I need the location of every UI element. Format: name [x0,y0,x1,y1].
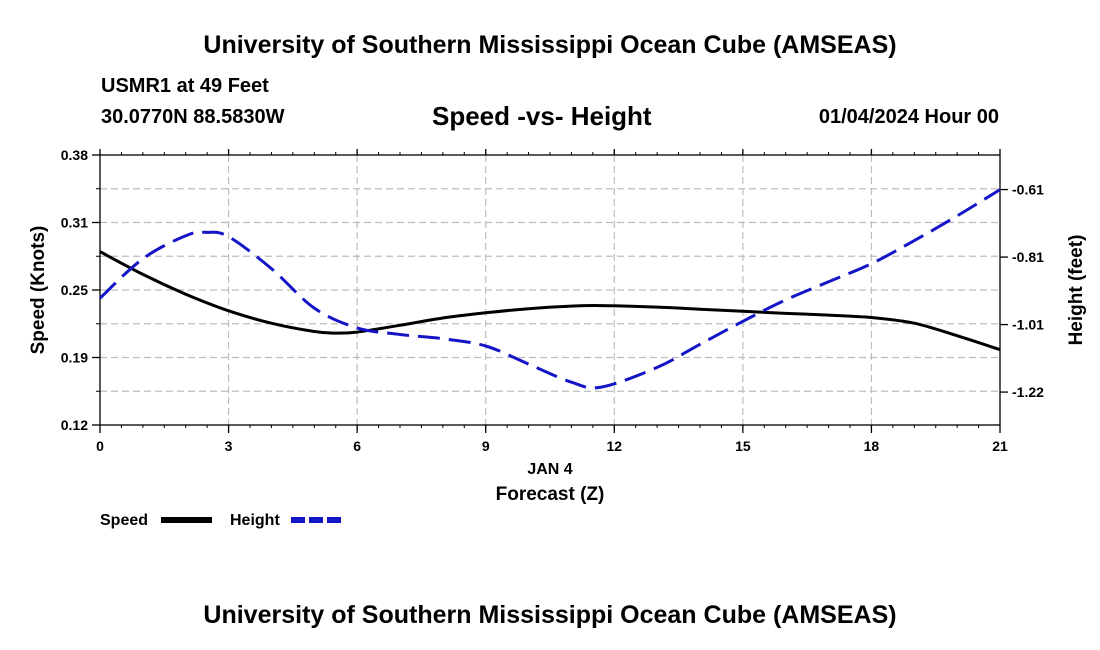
x-axis-label: Forecast (Z) [496,484,605,505]
y-right-tick-label: -0.81 [1012,249,1044,265]
forecast-date-label: 01/04/2024 Hour 00 [818,106,999,128]
y-left-axis-label: Speed (Knots) [28,226,49,355]
x-tick-label: 0 [96,438,104,454]
data-series [98,188,1001,390]
legend-label-height: Height [230,512,280,529]
y-left-tick-label: 0.38 [61,147,88,163]
axis-labels: 0 3 6 9 12 15 18 21 0.12 0.19 0.25 0.31 0.38 -1.22 -1.… [28,147,1087,505]
x-tick-label: 21 [992,438,1008,454]
series-line-speed [99,250,1001,352]
x-tick-label: 12 [606,438,622,454]
x-tick-label: 15 [735,438,751,454]
x-tick-label: 9 [482,438,490,454]
y-right-tick-label: -1.01 [1012,317,1044,333]
y-left-tick-label: 0.25 [61,282,88,298]
x-tick-label: 18 [864,438,880,454]
chart-title-bottom: University of Southern Mississippi Ocean… [203,601,897,629]
x-axis-date-label: JAN 4 [527,461,572,478]
y-right-tick-label: -1.22 [1012,384,1044,400]
chart-subtitle: Speed -vs- Height [432,101,652,131]
legend: Speed Height [100,512,342,529]
grid-lines [100,155,1000,425]
x-tick-label: 3 [225,438,233,454]
chart-title-top: University of Southern Mississippi Ocean… [203,31,897,59]
coordinates-label: 30.0770N 88.5830W [101,106,285,128]
station-label: USMR1 at 49 Feet [101,75,269,97]
axis-ticks [92,149,1008,433]
x-tick-label: 6 [353,438,361,454]
y-left-tick-label: 0.31 [61,215,88,231]
y-left-tick-label: 0.12 [61,417,88,433]
y-right-axis-label: Height (feet) [1066,235,1087,346]
y-right-tick-label: -0.61 [1012,182,1044,198]
legend-label-speed: Speed [100,512,148,529]
y-left-tick-label: 0.19 [61,350,88,366]
series-line-height [98,188,1001,390]
